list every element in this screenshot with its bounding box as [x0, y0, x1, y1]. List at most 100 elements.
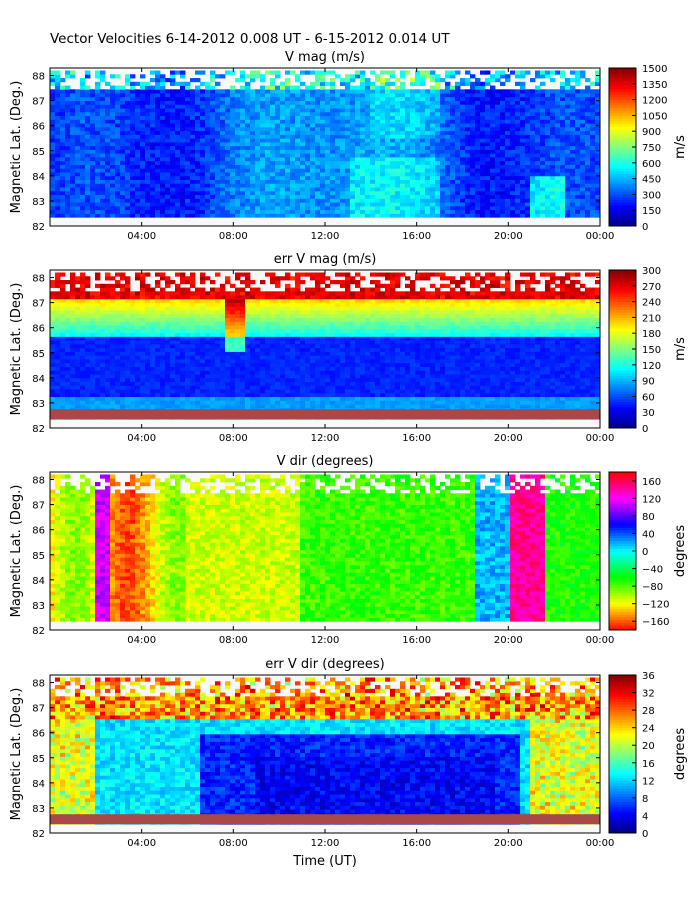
heatmap-cell: [415, 157, 421, 162]
heatmap-cell: [195, 89, 201, 94]
heatmap-cell: [90, 389, 96, 394]
heatmap-cell: [115, 340, 121, 345]
heatmap-cell: [385, 119, 391, 124]
heatmap-cell: [70, 202, 76, 207]
heatmap-cell: [110, 138, 116, 143]
heatmap-cell: [110, 187, 116, 192]
heatmap-cell: [225, 168, 231, 173]
heatmap-cell: [225, 172, 231, 177]
heatmap-cell: [345, 213, 351, 218]
heatmap-cell: [265, 209, 271, 214]
heatmap-cell: [360, 172, 366, 177]
heatmap-cell: [580, 108, 586, 113]
heatmap-cell: [265, 138, 271, 143]
heatmap-cell: [125, 149, 131, 154]
heatmap-cell: [145, 130, 151, 135]
heatmap-cell: [105, 404, 111, 409]
heatmap-cell: [100, 310, 106, 315]
heatmap-cell: [55, 172, 61, 177]
heatmap-cell: [495, 183, 501, 188]
heatmap-cell: [310, 213, 316, 218]
heatmap-cell: [55, 359, 61, 364]
heatmap-cell: [415, 138, 421, 143]
heatmap-cell: [555, 190, 561, 196]
heatmap-cell: [120, 202, 126, 207]
heatmap-cell: [250, 175, 256, 180]
heatmap-cell: [280, 205, 286, 211]
heatmap-cell: [380, 100, 386, 105]
heatmap-cell: [215, 202, 221, 207]
heatmap-cell: [440, 134, 446, 139]
heatmap-cell: [165, 198, 171, 203]
heatmap-cell: [380, 213, 386, 218]
heatmap-cell: [70, 272, 76, 277]
heatmap-cell: [275, 160, 281, 165]
heatmap-cell: [530, 78, 536, 83]
heatmap-cell: [565, 187, 571, 192]
heatmap-cell: [385, 81, 391, 86]
heatmap-cell: [495, 172, 501, 177]
heatmap-cell: [255, 172, 261, 177]
heatmap-cell: [400, 164, 406, 169]
heatmap-cell: [120, 355, 126, 360]
heatmap-cell: [125, 126, 131, 132]
heatmap-cell: [60, 100, 66, 105]
heatmap-cell: [515, 119, 521, 124]
heatmap-cell: [270, 194, 276, 199]
heatmap-cell: [560, 213, 566, 218]
heatmap-cell: [105, 343, 111, 349]
heatmap-cell: [325, 138, 331, 143]
heatmap-cell: [90, 310, 96, 315]
heatmap-cell: [330, 194, 336, 199]
heatmap-cell: [560, 205, 566, 211]
heatmap-cell: [335, 157, 341, 162]
heatmap-cell: [580, 205, 586, 211]
heatmap-cell: [390, 190, 396, 196]
heatmap-cell: [170, 160, 176, 165]
heatmap-cell: [590, 119, 596, 124]
heatmap-cell: [65, 205, 71, 211]
heatmap-cell: [80, 336, 86, 341]
heatmap-cell: [305, 153, 311, 158]
heatmap-cell: [580, 141, 586, 147]
heatmap-cell: [425, 205, 431, 211]
heatmap-cell: [560, 198, 566, 203]
heatmap-cell: [415, 213, 421, 218]
heatmap-cell: [110, 175, 116, 180]
heatmap-cell: [415, 104, 421, 109]
heatmap-cell: [70, 168, 76, 173]
heatmap-cell: [395, 141, 401, 147]
heatmap-cell: [120, 183, 126, 188]
heatmap-cell: [275, 205, 281, 211]
heatmap-cell: [320, 126, 326, 132]
heatmap-cell: [75, 138, 81, 143]
heatmap-cell: [75, 302, 81, 307]
heatmap-cell: [65, 187, 71, 192]
heatmap-cell: [70, 389, 76, 394]
heatmap-cell: [305, 123, 311, 128]
heatmap-cell: [410, 198, 416, 203]
heatmap-cell: [55, 130, 61, 135]
heatmap-cell: [315, 115, 321, 120]
heatmap-cell: [95, 355, 101, 360]
heatmap-cell: [70, 172, 76, 177]
heatmap-cell: [480, 209, 486, 214]
heatmap-cell: [395, 145, 401, 150]
heatmap-cell: [325, 205, 331, 211]
heatmap-cell: [305, 205, 311, 211]
heatmap-cell: [360, 157, 366, 162]
heatmap-cell: [90, 366, 96, 371]
heatmap-cell: [310, 115, 316, 120]
heatmap-cell: [210, 100, 216, 105]
heatmap-cell: [540, 183, 546, 188]
heatmap-cell: [225, 202, 231, 207]
heatmap-cell: [455, 123, 461, 128]
heatmap-cell: [345, 183, 351, 188]
heatmap-cell: [190, 149, 196, 154]
heatmap-cell: [230, 172, 236, 177]
heatmap-cell: [495, 209, 501, 214]
heatmap-cell: [320, 104, 326, 109]
heatmap-cell: [335, 190, 341, 196]
heatmap-cell: [230, 93, 236, 98]
heatmap-cell: [65, 355, 71, 360]
